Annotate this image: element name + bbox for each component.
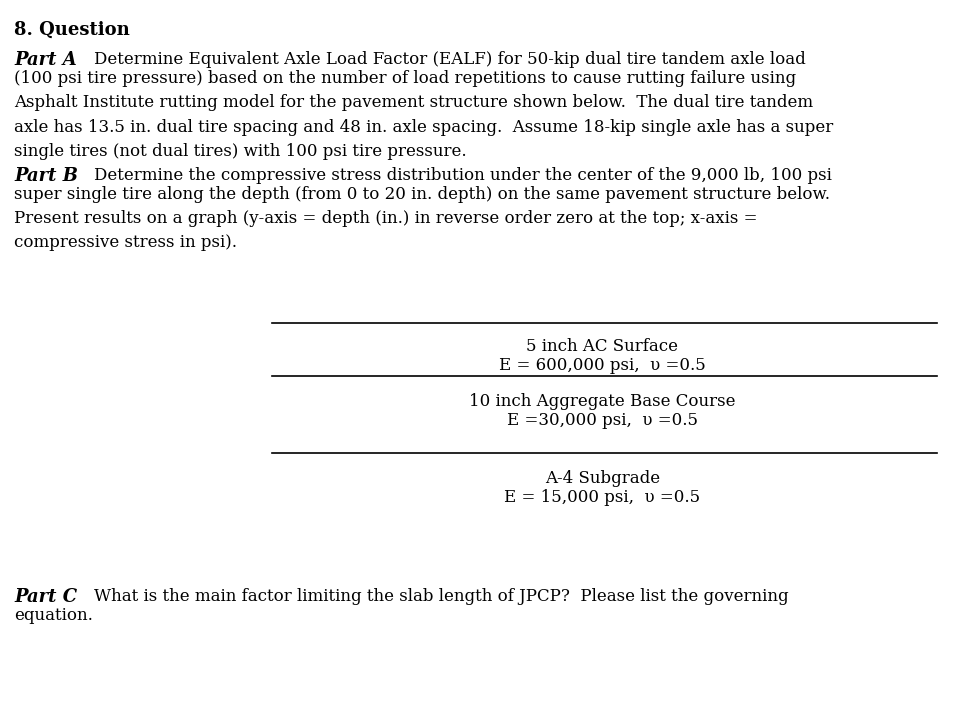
Text: E = 600,000 psi,  υ =0.5: E = 600,000 psi, υ =0.5: [499, 357, 706, 373]
Text: Part B: Part B: [14, 167, 78, 185]
Text: 5 inch AC Surface: 5 inch AC Surface: [527, 338, 678, 355]
Text: A-4 Subgrade: A-4 Subgrade: [545, 470, 660, 487]
Text: (100 psi tire pressure) based on the number of load repetitions to cause rutting: (100 psi tire pressure) based on the num…: [14, 70, 834, 159]
Text: Determine the compressive stress distribution under the center of the 9,000 lb, : Determine the compressive stress distrib…: [94, 167, 832, 184]
Text: Part A: Part A: [14, 51, 77, 69]
Text: super single tire along the depth (from 0 to 20 in. depth) on the same pavement : super single tire along the depth (from …: [14, 186, 831, 251]
Text: E =30,000 psi,  υ =0.5: E =30,000 psi, υ =0.5: [507, 412, 698, 429]
Text: E = 15,000 psi,  υ =0.5: E = 15,000 psi, υ =0.5: [504, 489, 701, 506]
Text: What is the main factor limiting the slab length of JPCP?  Please list the gover: What is the main factor limiting the sla…: [94, 588, 789, 605]
Text: equation.: equation.: [14, 607, 94, 624]
Text: Determine Equivalent Axle Load Factor (EALF) for 50-kip dual tire tandem axle lo: Determine Equivalent Axle Load Factor (E…: [94, 51, 806, 67]
Text: 8. Question: 8. Question: [14, 21, 130, 39]
Text: 10 inch Aggregate Base Course: 10 inch Aggregate Base Course: [469, 393, 735, 410]
Text: Part C: Part C: [14, 588, 77, 607]
